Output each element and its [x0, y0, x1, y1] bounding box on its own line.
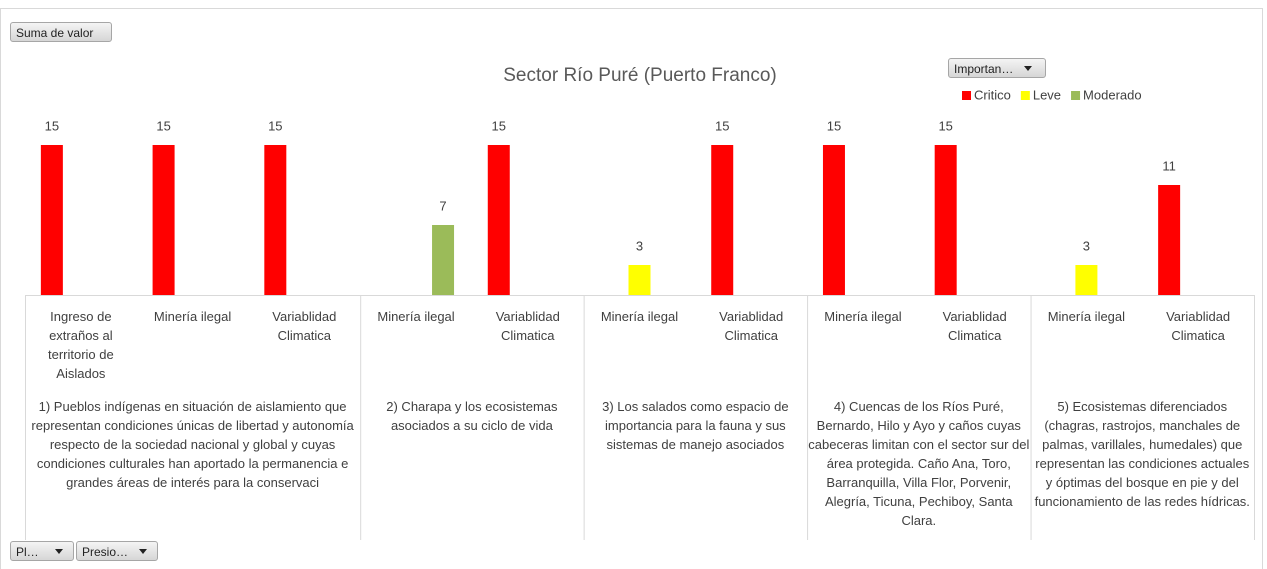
- data-label: 11: [1162, 158, 1176, 173]
- bar: [40, 145, 63, 295]
- button-label: Presio…: [82, 545, 129, 559]
- data-label: 15: [268, 118, 282, 133]
- bar: [264, 145, 287, 295]
- button-label: Importan…: [954, 62, 1014, 76]
- category-label: Variablidad Climatica: [942, 309, 1007, 343]
- category-label: Minería ilegal: [824, 309, 902, 324]
- chart-title: Sector Río Puré (Puerto Franco): [503, 65, 777, 86]
- category-label: Variablidad Climatica: [272, 309, 337, 343]
- group-label: 5) Ecosistemas diferenciados (chagras, r…: [1034, 399, 1250, 509]
- legend-label: Leve: [1033, 87, 1061, 102]
- data-label: 3: [636, 238, 643, 253]
- bar: [934, 145, 957, 295]
- axis-field-button[interactable]: Pl…: [10, 541, 74, 561]
- group-label: 2) Charapa y los ecosistemas asociados a…: [386, 399, 558, 433]
- data-label: 15: [45, 118, 59, 133]
- bar: [628, 265, 651, 295]
- legend-label: Moderado: [1083, 87, 1142, 102]
- bar: [152, 145, 175, 295]
- axis-field-button[interactable]: Presio…: [76, 541, 158, 561]
- bar: [822, 145, 845, 295]
- dropdown-arrow: [139, 549, 147, 554]
- bar: [487, 145, 510, 295]
- data-label: 15: [827, 118, 841, 133]
- button-label: Pl…: [16, 545, 39, 559]
- category-label: Variablidad Climatica: [1166, 309, 1231, 343]
- button-label: Suma de valor: [16, 26, 94, 40]
- bar: [1158, 185, 1181, 295]
- legend-swatch: [962, 91, 971, 100]
- category-label: Variablidad Climatica: [495, 309, 560, 343]
- legend-swatch: [1020, 91, 1030, 100]
- category-label: Minería ilegal: [1047, 309, 1126, 324]
- chart-frame: [0, 8, 1263, 569]
- category-label: Variablidad Climatica: [719, 309, 784, 343]
- category-label: Minería ilegal: [153, 309, 232, 324]
- category-label: Ingreso de extraños al territorio de Ais…: [47, 309, 114, 381]
- legend-field-button[interactable]: Importan…: [948, 58, 1046, 78]
- bar: [1075, 265, 1098, 295]
- group-label: 1) Pueblos indígenas en situación de ais…: [31, 399, 354, 490]
- group-label: 4) Cuencas de los Ríos Puré, Bernardo, H…: [808, 399, 1030, 528]
- category-label: Minería ilegal: [600, 309, 679, 324]
- data-label: 15: [492, 118, 506, 133]
- data-label: 7: [439, 198, 446, 213]
- legend-swatch: [1071, 91, 1081, 100]
- dropdown-arrow: [1024, 66, 1032, 71]
- data-label: 15: [938, 118, 952, 133]
- values-field-button[interactable]: Suma de valor: [10, 22, 112, 42]
- category-label: Minería ilegal: [377, 309, 455, 324]
- bar: [711, 145, 734, 295]
- bar: [432, 225, 455, 295]
- dropdown-arrow: [55, 549, 63, 554]
- data-label: 15: [156, 118, 170, 133]
- data-label: 15: [715, 118, 729, 133]
- data-label: 3: [1083, 238, 1090, 253]
- legend-label: Critico: [974, 87, 1011, 102]
- group-label: 3) Los salados como espacio de importanc…: [602, 399, 789, 452]
